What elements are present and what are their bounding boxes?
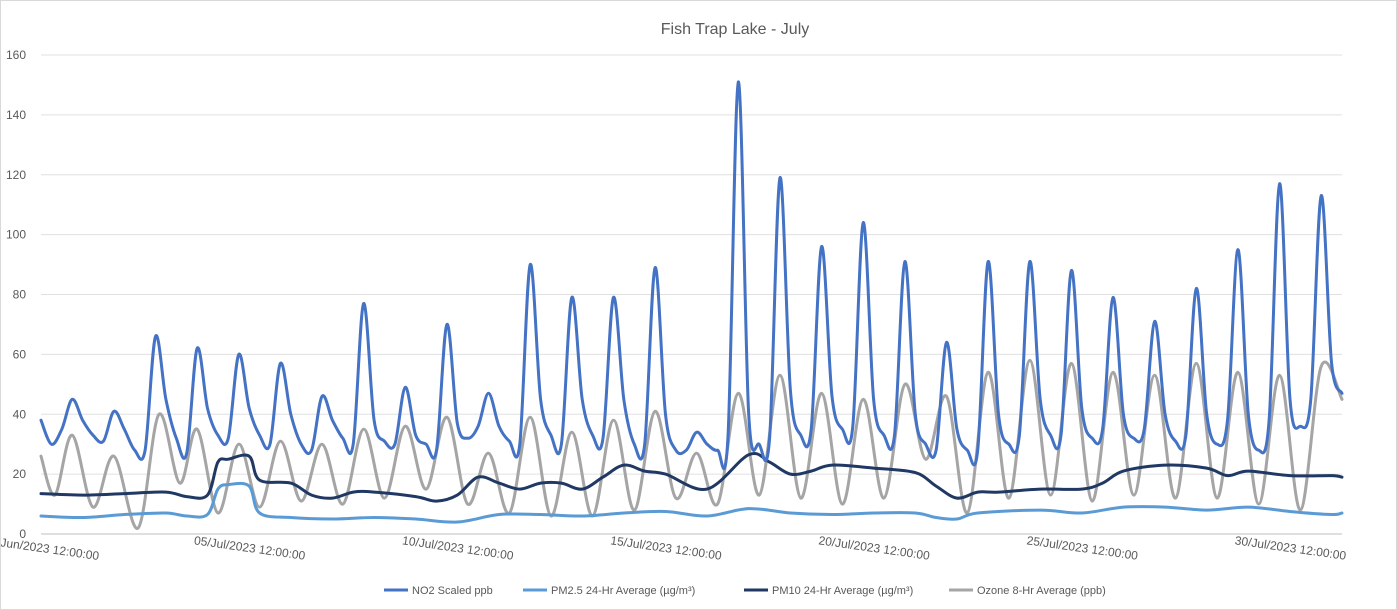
series-lines: [39, 80, 1344, 530]
x-tick-label: 30/Jun/2023 12:00:00: [1, 533, 100, 563]
y-tick-label: 100: [6, 228, 26, 242]
y-tick-label: 80: [13, 288, 27, 302]
chart-title: Fish Trap Lake - July: [661, 21, 810, 38]
x-tick-label: 15/Jul/2023 12:00:00: [610, 533, 723, 563]
legend-label-3: Ozone 8-Hr Average (ppb): [977, 585, 1106, 597]
x-tick-label: 05/Jul/2023 12:00:00: [193, 533, 306, 563]
y-tick-label: 140: [6, 108, 26, 122]
series-line-0: [39, 80, 1344, 471]
x-axis-ticks: 30/Jun/2023 12:00:00 05/Jul/2023 12:00:00…: [1, 533, 1347, 563]
legend: NO2 Scaled ppb PM2.5 24-Hr Average (µg/m³…: [384, 585, 1106, 597]
y-tick-label: 0: [19, 527, 26, 541]
legend-label-1: PM2.5 24-Hr Average (µg/m³): [551, 585, 695, 597]
y-tick-label: 160: [6, 48, 26, 62]
x-tick-label: 25/Jul/2023 12:00:00: [1026, 533, 1139, 563]
y-tick-label: 60: [13, 347, 27, 361]
gridlines: [41, 54, 1342, 535]
legend-label-0: NO2 Scaled ppb: [412, 585, 493, 597]
y-tick-label: 20: [13, 467, 27, 481]
legend-label-2: PM10 24-Hr Average (µg/m³): [772, 585, 913, 597]
series-line-2: [39, 452, 1344, 503]
x-tick-label: 30/Jul/2023 12:00:00: [1234, 533, 1347, 563]
series-line-1: [39, 481, 1344, 524]
y-tick-label: 120: [6, 168, 26, 182]
x-tick-label: 20/Jul/2023 12:00:00: [818, 533, 931, 563]
x-tick-label: 10/Jul/2023 12:00:00: [401, 533, 514, 563]
y-tick-label: 40: [13, 407, 27, 421]
y-axis-ticks: 0 20 40 60 80 100 120 140 160: [6, 48, 26, 541]
